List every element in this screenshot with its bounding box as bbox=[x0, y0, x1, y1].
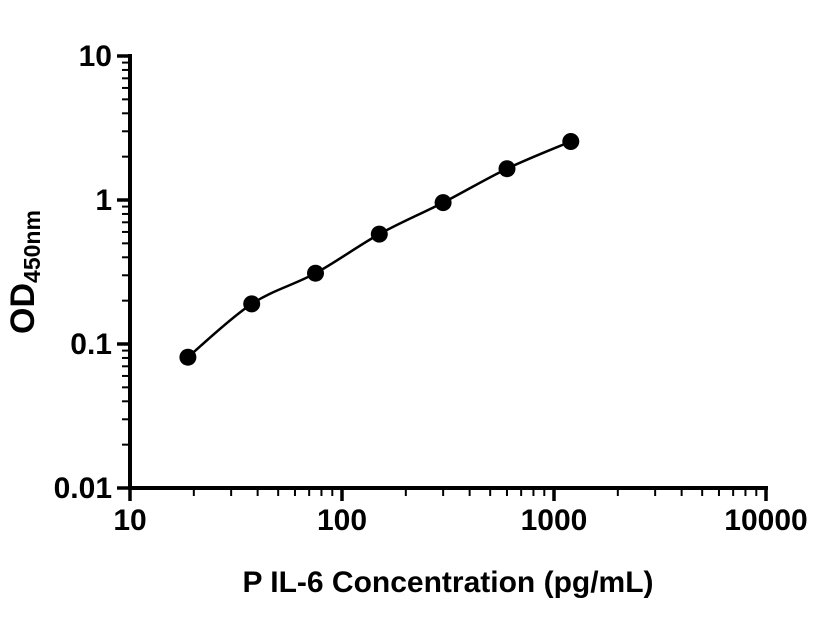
data-point bbox=[307, 264, 324, 282]
data-point bbox=[498, 160, 516, 178]
data-point bbox=[370, 225, 388, 243]
data-point bbox=[179, 348, 197, 366]
data-point bbox=[434, 194, 452, 212]
y-tick-label: 10 bbox=[79, 40, 112, 73]
y-tick-label: 0.1 bbox=[70, 328, 112, 361]
tick-labels: 10 100 1000 10000 0.01 0.1 1 10 bbox=[54, 40, 808, 537]
standard-curve-points bbox=[179, 133, 580, 366]
data-point bbox=[243, 295, 261, 313]
x-tick-label: 10000 bbox=[724, 504, 807, 537]
y-axis-title-subscript: 450nm bbox=[19, 210, 45, 283]
x-tick-label: 100 bbox=[317, 504, 367, 537]
y-axis-title-main: OD bbox=[4, 283, 42, 334]
x-tick-label: 1000 bbox=[521, 504, 588, 537]
y-axis-title: OD450nm bbox=[4, 210, 45, 334]
axes bbox=[128, 54, 768, 490]
y-tick-label: 0.01 bbox=[54, 472, 112, 505]
x-tick-label: 10 bbox=[113, 504, 146, 537]
major-ticks bbox=[117, 54, 768, 501]
x-axis-title: P IL-6 Concentration (pg/mL) bbox=[242, 566, 653, 599]
series-layer bbox=[179, 133, 580, 366]
minor-ticks bbox=[122, 61, 758, 496]
data-point bbox=[562, 133, 580, 150]
y-tick-label: 1 bbox=[95, 184, 112, 217]
